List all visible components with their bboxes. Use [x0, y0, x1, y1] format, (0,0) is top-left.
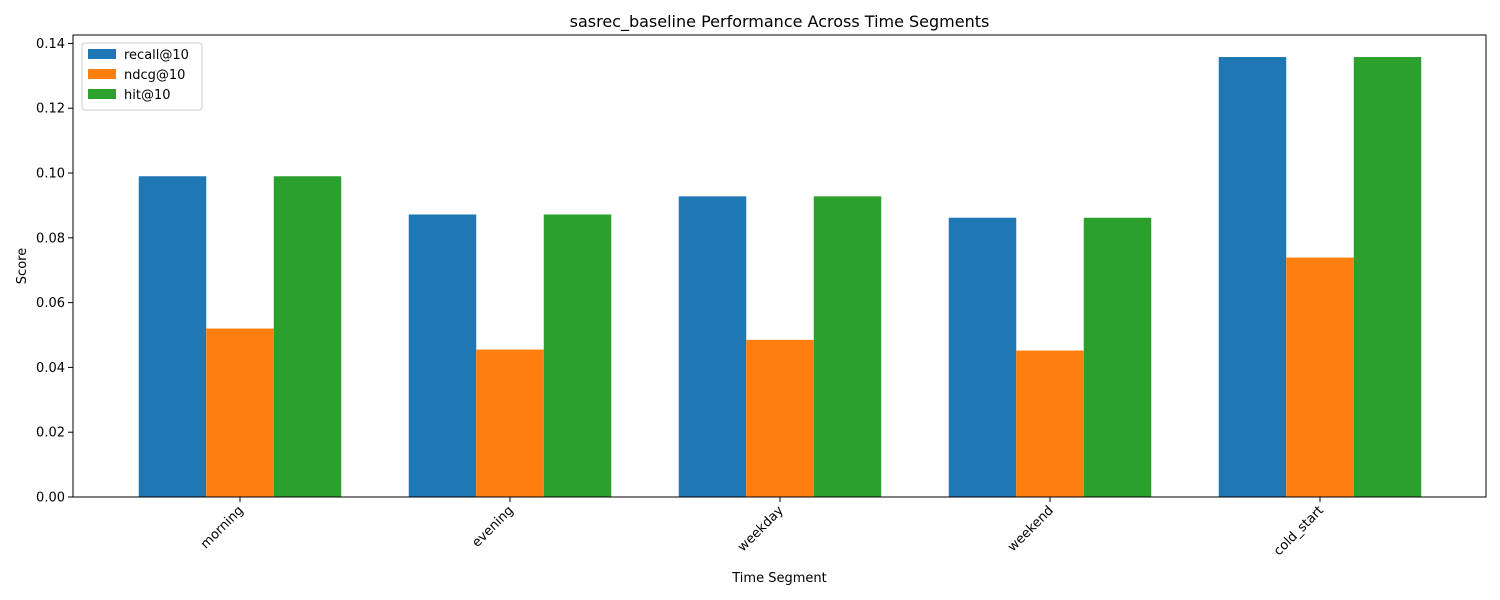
bar-ndcg-at-10-morning: [206, 328, 274, 497]
bar-recall-at-10-weekday: [678, 196, 747, 497]
y-tick-label: 0.10: [36, 167, 65, 182]
chart-title: sasrec_baseline Performance Across Time …: [570, 12, 990, 32]
x-axis-title: Time Segment: [731, 571, 826, 586]
y-tick-label: 0.14: [36, 37, 65, 52]
bar-hit-at-10-weekday: [813, 196, 882, 497]
y-tick-label: 0.12: [36, 102, 65, 117]
legend-swatch: [88, 49, 116, 59]
y-tick-label: 0.02: [36, 426, 65, 441]
bar-recall-at-10-evening: [408, 214, 477, 497]
legend-label: ndcg@10: [124, 68, 185, 83]
legend: recall@10 ndcg@10 hit@10: [81, 42, 203, 111]
x-tick-label-weekend: weekend: [1005, 503, 1057, 555]
legend-swatch: [88, 69, 116, 79]
bar-hit-at-10-cold-start: [1353, 57, 1422, 498]
x-tick-label-weekday: weekday: [735, 503, 787, 555]
bar-recall-at-10-weekend: [948, 217, 1017, 497]
x-tick-label-evening: evening: [469, 503, 516, 550]
x-tick-label-morning: morning: [198, 503, 247, 552]
y-axis: 0.00 0.02 0.04 0.06 0.08 0.10 0.12 0.14: [36, 37, 73, 506]
bar-hit-at-10-evening: [543, 214, 612, 497]
y-tick-label: 0.08: [36, 231, 65, 246]
x-axis: morning evening weekday weekend cold_start: [198, 497, 1327, 559]
bar-ndcg-at-10-weekend: [1016, 350, 1084, 497]
bar-ndcg-at-10-cold-start: [1286, 257, 1354, 497]
bar-recall-at-10-morning: [138, 176, 207, 498]
legend-swatch: [88, 89, 116, 99]
bar-hit-at-10-weekend: [1083, 217, 1152, 497]
legend-label: hit@10: [124, 88, 171, 103]
y-tick-label: 0.06: [36, 296, 65, 311]
bar-ndcg-at-10-weekday: [746, 339, 814, 497]
legend-label: recall@10: [124, 48, 189, 63]
y-tick-label: 0.00: [36, 491, 65, 506]
bar-ndcg-at-10-evening: [476, 349, 544, 497]
bars-group: [138, 57, 1422, 498]
y-axis-title: Score: [15, 248, 30, 284]
bar-hit-at-10-morning: [273, 176, 342, 498]
y-tick-label: 0.04: [36, 361, 65, 376]
bar-recall-at-10-cold-start: [1218, 57, 1287, 498]
x-tick-label-cold-start: cold_start: [1271, 503, 1327, 559]
